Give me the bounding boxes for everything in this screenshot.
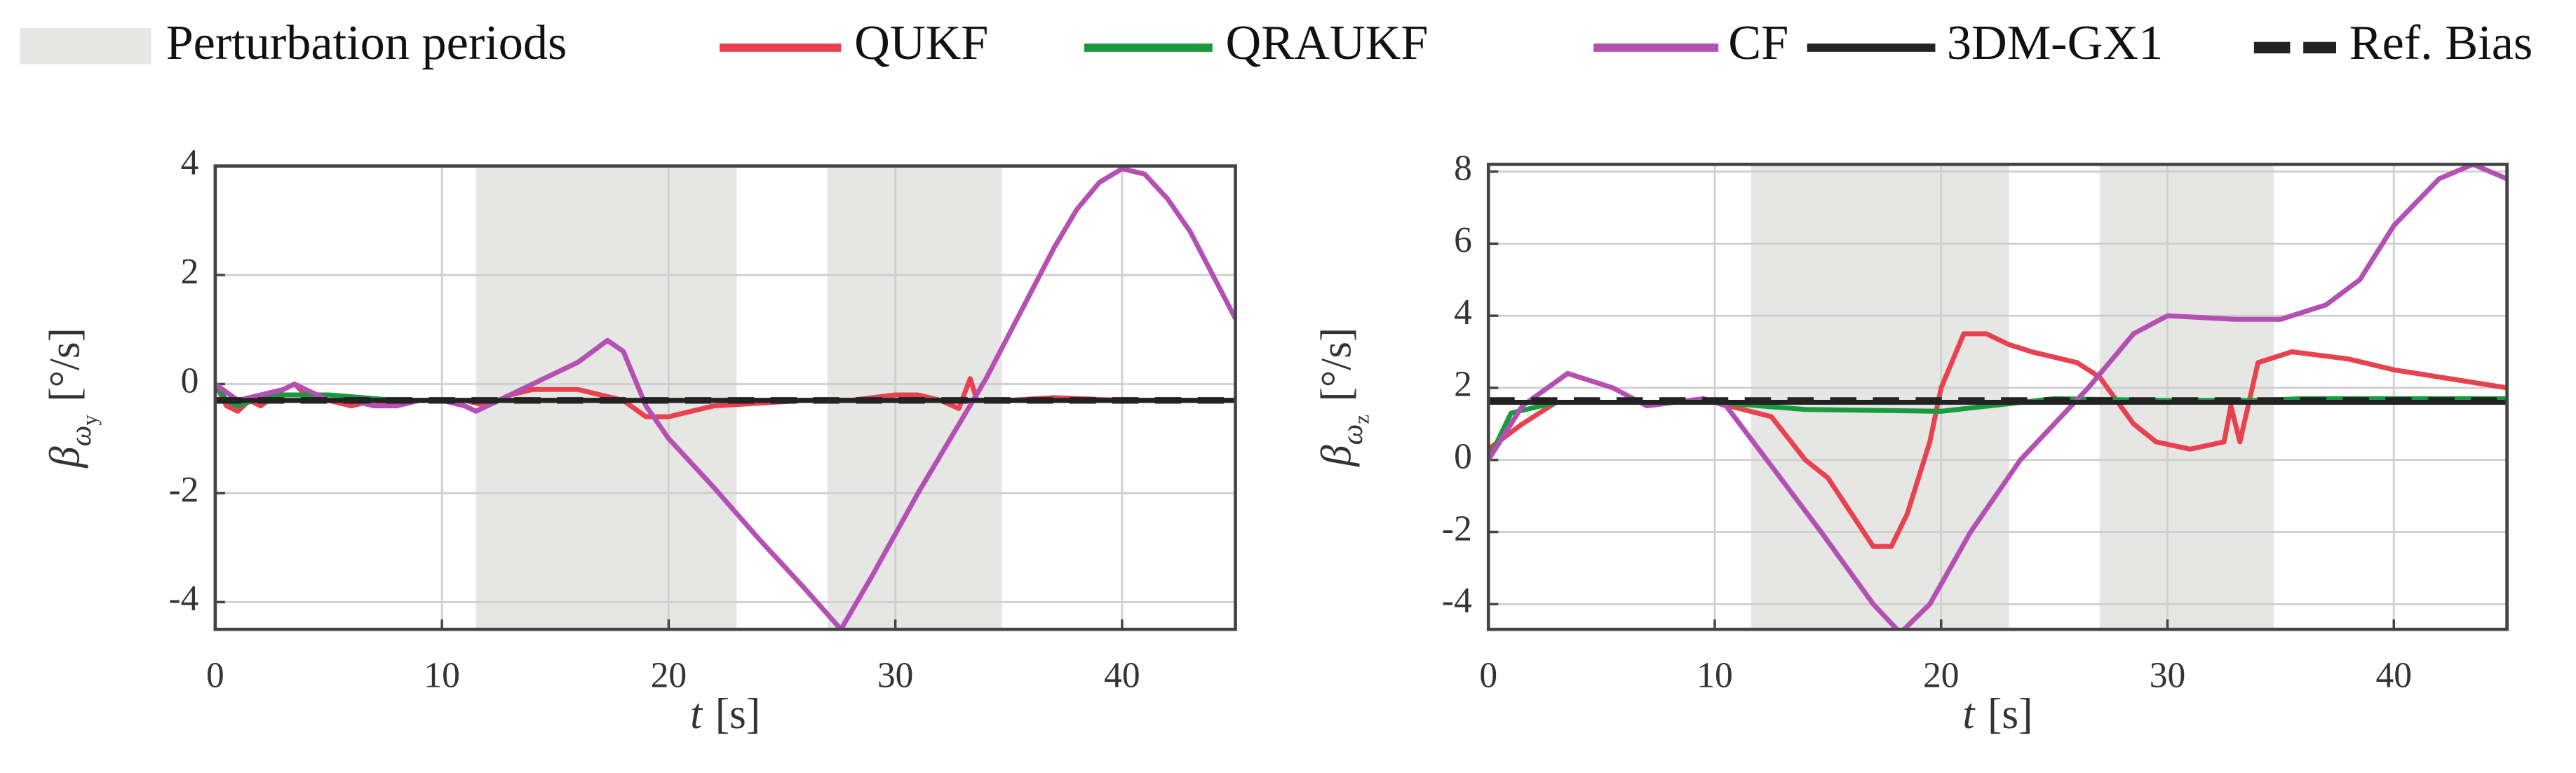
perturbation-region xyxy=(1751,164,2009,630)
legend-label: 3DM-GX1 xyxy=(1947,15,2163,70)
y-label-subscript: ω xyxy=(1336,424,1369,445)
y-label-subsubscript: z xyxy=(1349,415,1373,424)
y-axis-label: βωy [°/s] xyxy=(41,328,102,469)
y-tick-label: -2 xyxy=(1442,509,1472,549)
x-label-unit: [s] xyxy=(1988,691,2032,738)
y-label-unit: [°/s] xyxy=(1314,328,1361,402)
y-label-subscript: ω xyxy=(65,426,97,447)
legend-label: QUKF xyxy=(854,15,988,70)
x-tick-label: 0 xyxy=(1479,655,1497,695)
series-line xyxy=(1488,164,2507,630)
x-tick-label: 30 xyxy=(2150,655,2186,695)
y-tick-label: 0 xyxy=(181,361,199,401)
x-tick-label: 0 xyxy=(206,655,224,695)
legend-label: Ref. Bias xyxy=(2349,15,2533,70)
perturbation-region xyxy=(2099,164,2274,630)
x-tick-label: 40 xyxy=(1104,655,1140,695)
legend-swatch xyxy=(20,27,151,65)
y-label-subsubscript: y xyxy=(78,415,102,426)
legend-label: Perturbation periods xyxy=(166,15,567,70)
x-label-symbol: t xyxy=(1962,691,1976,738)
x-tick-label: 40 xyxy=(2375,655,2412,695)
x-axis-label: t [s] xyxy=(1962,691,2032,738)
series-line xyxy=(1488,331,2507,549)
plot-lines xyxy=(215,166,1236,630)
y-axis-label: βωz [°/s] xyxy=(1314,328,1374,467)
y-tick-label: -2 xyxy=(169,470,199,510)
legend-label: CF xyxy=(1728,15,1788,70)
y-tick-label: 4 xyxy=(1454,293,1472,332)
axes-box xyxy=(213,164,1237,631)
x-tick-label: 20 xyxy=(1923,655,1960,695)
x-label-unit: [s] xyxy=(715,691,760,738)
chart: 0 10 20 30 40 -4 -2 0 2 4 6 8 t [s] βωz [°/s] xyxy=(1314,148,2509,738)
y-tick-label: 2 xyxy=(1454,365,1472,405)
y-tick-label: -4 xyxy=(169,579,199,619)
x-tick-label: 10 xyxy=(1697,655,1733,695)
y-tick-label: 4 xyxy=(181,142,199,182)
y-tick-label: 0 xyxy=(1454,437,1472,477)
y-label-symbol: β xyxy=(41,446,88,469)
chart: 0 10 20 30 40 -4 -2 0 2 4 t [s] βωy [°/s] xyxy=(41,142,1237,738)
y-tick-label: 2 xyxy=(181,252,199,292)
y-tick-label: 8 xyxy=(1454,148,1472,188)
y-tick-label: -4 xyxy=(1442,581,1472,621)
y-label-unit: [°/s] xyxy=(41,328,88,402)
x-tick-label: 20 xyxy=(651,655,687,695)
y-label-symbol: β xyxy=(1314,445,1361,467)
x-tick-label: 10 xyxy=(424,655,460,695)
x-label-symbol: t xyxy=(690,691,703,738)
axes-box xyxy=(1486,162,2509,631)
x-axis-label: t [s] xyxy=(690,691,760,738)
x-tick-label: 30 xyxy=(877,655,914,695)
y-tick-label: 6 xyxy=(1454,220,1472,260)
plot-lines xyxy=(1488,164,2507,630)
legend: Perturbation periods QUKF QRAUKF CF 3DM-GX1 R… xyxy=(20,15,2533,70)
legend-label: QRAUKF xyxy=(1225,15,1428,70)
